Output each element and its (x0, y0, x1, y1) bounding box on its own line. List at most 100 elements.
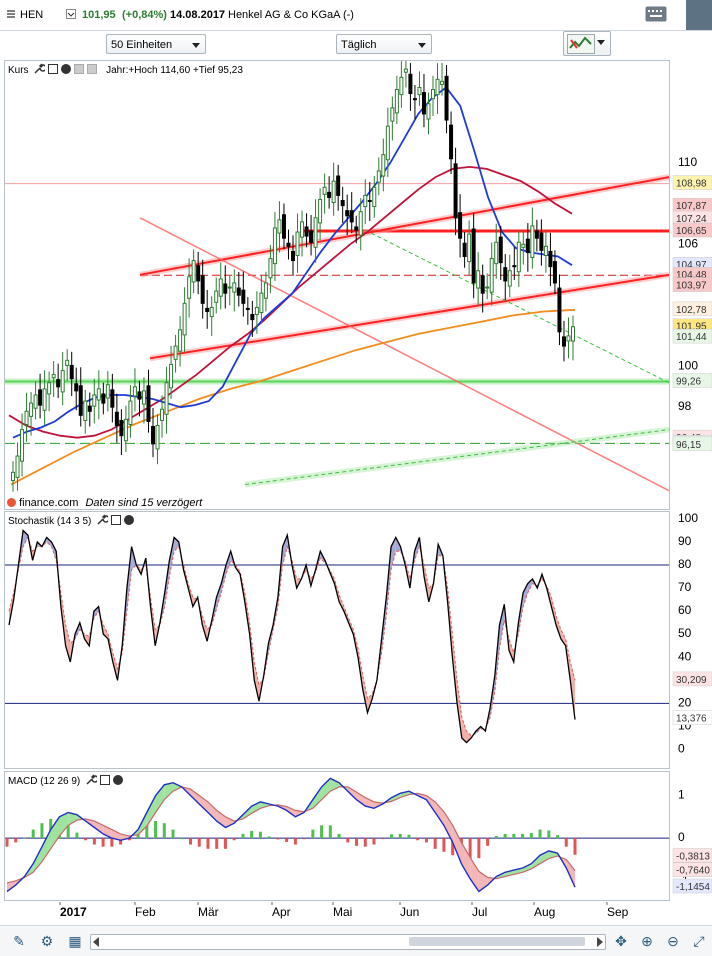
units-select[interactable]: 50 Einheiten (106, 34, 206, 54)
candle-body (322, 186, 327, 195)
price-tag-box (672, 318, 712, 333)
macd-histogram-bar (232, 838, 236, 841)
macd-fill (207, 801, 217, 822)
close-icon[interactable] (113, 775, 124, 785)
wrench-icon[interactable] (86, 774, 99, 785)
maximize-icon[interactable] (48, 64, 59, 74)
macd-fill (470, 857, 479, 892)
chevron-down-icon (192, 43, 200, 48)
wrench-icon[interactable] (34, 63, 48, 74)
price-tag-box (672, 210, 712, 226)
candle-body (453, 163, 458, 219)
macd-histogram-bar (477, 838, 481, 859)
dropdown-arrow-icon[interactable] (66, 9, 76, 22)
candle-body (471, 228, 476, 284)
macd-histogram-bar (66, 825, 70, 839)
candle-body (421, 92, 426, 115)
candle-body (42, 388, 47, 411)
candle-body (566, 335, 571, 342)
units-select-value: 50 Einheiten (111, 39, 173, 51)
stoch-fill (225, 551, 231, 575)
price-y-tick: 98 (678, 399, 692, 413)
close-icon[interactable] (124, 515, 135, 525)
macd-histogram-bar (119, 838, 123, 845)
chart-menu-icon[interactable] (6, 9, 16, 19)
macd-fill (347, 786, 357, 800)
macd-signal-line (6, 786, 576, 884)
zoom-in-icon[interactable]: ⊕ (641, 933, 653, 949)
candle-body (245, 307, 250, 310)
stoch-fill (457, 680, 462, 739)
price-chart[interactable] (5, 61, 669, 509)
stochastic-pane-header: Stochastik (14 3 5) (8, 514, 135, 527)
scroll-left-icon[interactable] (93, 937, 99, 947)
macd-fill (391, 793, 401, 802)
stoch-fill (65, 625, 71, 662)
price-tag-label: 96,22 (676, 438, 701, 449)
zoom-out-icon[interactable]: ⊖ (667, 933, 679, 949)
macd-y-tick: -1 (678, 873, 689, 887)
candle-body (417, 86, 422, 96)
candle-body (110, 389, 115, 408)
candle-body (300, 221, 305, 238)
macd-fill (199, 795, 208, 813)
candle-body (241, 289, 246, 304)
maximize-icon[interactable] (100, 775, 111, 785)
draw-tool-icon[interactable]: ✎ (13, 933, 25, 949)
candle-body (485, 286, 490, 289)
candle-body (525, 238, 530, 253)
candle-body (354, 226, 359, 231)
macd-fill (173, 782, 182, 792)
macd-y-tick: 0 (678, 830, 685, 844)
scroll-thumb[interactable] (409, 937, 585, 946)
macd-fill (443, 811, 453, 843)
price-tag-box (672, 266, 712, 282)
stochastic-chart[interactable] (5, 512, 669, 768)
keyboard-icon[interactable] (645, 6, 667, 25)
candle-body (128, 400, 133, 425)
macd-histogram-bar (162, 823, 166, 839)
move-up-icon[interactable] (74, 64, 85, 74)
price-y-tick: 106 (678, 236, 698, 250)
candle-body (403, 68, 408, 73)
move-down-icon[interactable] (87, 64, 98, 74)
price-tag-box (672, 429, 712, 445)
macd-histogram-bar (276, 838, 280, 840)
price-tag-box (672, 256, 712, 272)
candle-body (286, 242, 291, 247)
stoch-y-tick: 40 (678, 649, 692, 663)
price-y-tick: 108 (678, 196, 698, 210)
price-tag-box (672, 436, 712, 452)
candle-body (521, 243, 526, 248)
candle-body (209, 306, 214, 318)
macd-chart[interactable] (5, 772, 669, 900)
chart-type-select[interactable] (563, 31, 611, 56)
time-scrollbar[interactable] (90, 934, 606, 950)
candle-body (259, 292, 264, 313)
price-tag-box (672, 301, 712, 317)
candle-body (236, 287, 241, 296)
candle-body (281, 214, 286, 239)
macd-histogram-bar (136, 833, 140, 839)
maximize-icon[interactable] (111, 515, 122, 525)
macd-pane-header: MACD (12 26 9) (8, 774, 124, 787)
x-axis-label: Jun (400, 905, 419, 919)
indicator-icon[interactable]: ⚙ (40, 933, 54, 949)
close-icon[interactable] (61, 64, 72, 74)
wrench-icon[interactable] (97, 514, 110, 525)
macd-histogram-bar (154, 821, 158, 839)
candle-body (232, 282, 237, 293)
chart-type-icon (567, 34, 595, 61)
pan-icon[interactable]: ✥ (615, 933, 627, 949)
price-tag-box (672, 197, 712, 213)
interval-select[interactable]: Täglich (336, 34, 432, 54)
watermark-text: finance.com (19, 497, 79, 509)
macd-fill (146, 795, 156, 827)
scroll-right-icon[interactable] (597, 937, 603, 947)
candle-body (151, 426, 155, 445)
macd-fill (225, 816, 235, 828)
layout-icon[interactable]: ▦ (68, 933, 82, 949)
reset-view-icon[interactable]: ⤢ (693, 933, 705, 949)
stoch-fill (560, 629, 566, 646)
macd-value-box (672, 878, 712, 894)
